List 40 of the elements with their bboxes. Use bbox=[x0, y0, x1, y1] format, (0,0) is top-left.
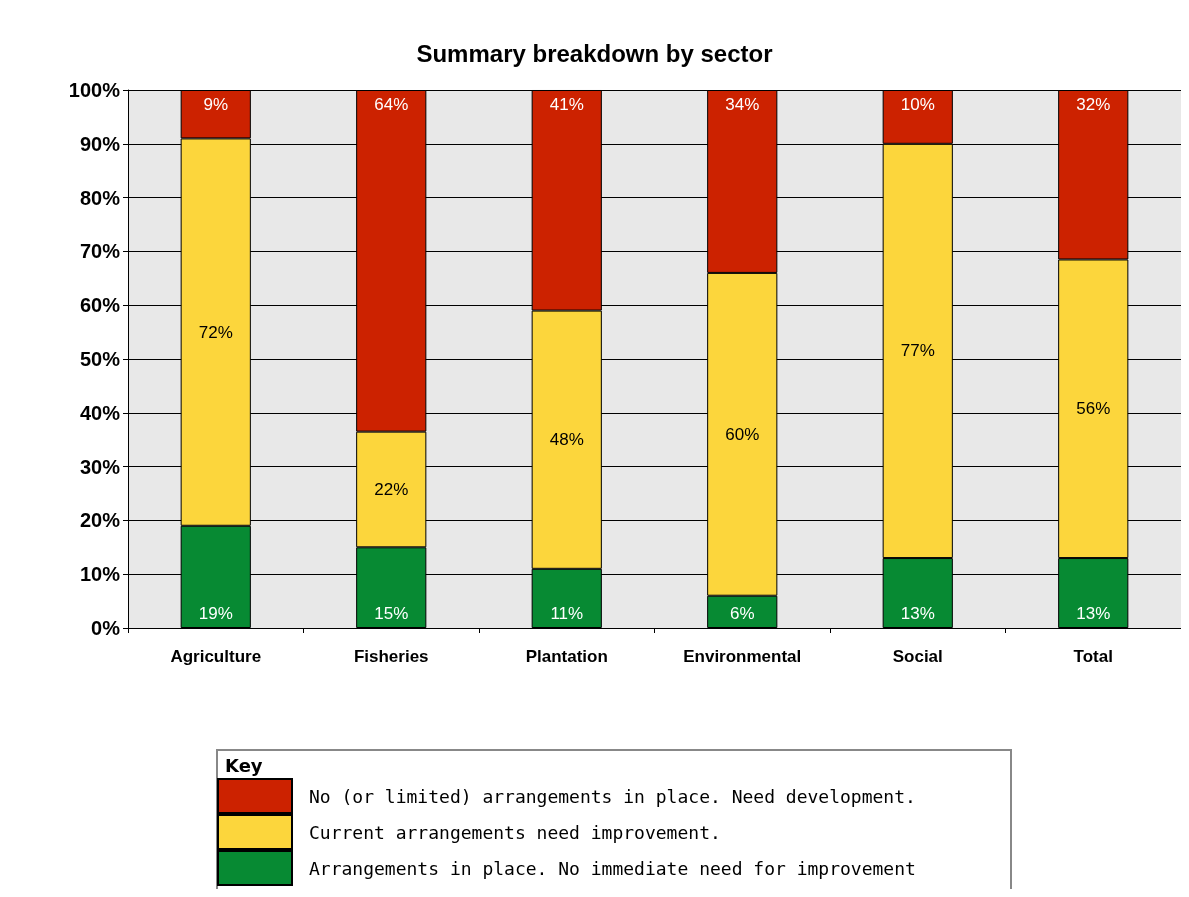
data-label: 15% bbox=[374, 604, 409, 623]
x-tick-label: Social bbox=[892, 647, 943, 666]
data-label: 60% bbox=[725, 424, 760, 444]
data-label: 56% bbox=[1076, 399, 1111, 419]
x-tick-label: Agriculture bbox=[170, 647, 262, 666]
data-label: 6% bbox=[729, 604, 755, 623]
x-tick-label: Plantation bbox=[525, 647, 608, 666]
data-label: 11% bbox=[550, 604, 584, 623]
data-label: 48% bbox=[549, 430, 584, 450]
data-label: 9% bbox=[203, 95, 229, 114]
x-tick-label: Fisheries bbox=[353, 647, 429, 666]
x-tick-label: Total bbox=[1073, 647, 1113, 666]
data-label: 41% bbox=[549, 95, 584, 114]
data-label: 34% bbox=[725, 95, 760, 114]
y-tick-label: 100% bbox=[68, 79, 121, 101]
data-label: 22% bbox=[374, 479, 409, 499]
y-tick-label: 60% bbox=[79, 294, 121, 317]
y-tick-label: 80% bbox=[79, 186, 121, 209]
data-label: 64% bbox=[374, 95, 409, 114]
data-label: 77% bbox=[900, 341, 935, 361]
y-tick-label: 40% bbox=[79, 401, 121, 424]
data-label: 72% bbox=[198, 322, 233, 342]
legend-label: Arrangements in place. No immediate need for improvement bbox=[309, 857, 916, 879]
y-tick-label: 70% bbox=[79, 240, 121, 263]
y-tick-label: 0% bbox=[91, 617, 121, 639]
data-label: 10% bbox=[900, 95, 935, 114]
legend-title: Key bbox=[225, 754, 263, 776]
y-tick-label: 30% bbox=[79, 455, 121, 478]
data-label: 19% bbox=[198, 604, 233, 623]
legend-label: Current arrangements need improvement. bbox=[309, 821, 721, 843]
data-label: 13% bbox=[1076, 604, 1111, 623]
legend-label: No (or limited) arrangements in place. Need development. bbox=[309, 785, 916, 807]
chart-title: Summary breakdown by sector bbox=[416, 39, 773, 67]
y-tick-label: 20% bbox=[79, 509, 121, 532]
data-label: 32% bbox=[1076, 95, 1111, 114]
data-label: 13% bbox=[900, 604, 935, 623]
y-tick-label: 10% bbox=[79, 563, 121, 586]
y-tick-label: 50% bbox=[79, 348, 121, 370]
y-tick-label: 90% bbox=[79, 132, 121, 155]
x-tick-label: Environmental bbox=[683, 647, 802, 666]
